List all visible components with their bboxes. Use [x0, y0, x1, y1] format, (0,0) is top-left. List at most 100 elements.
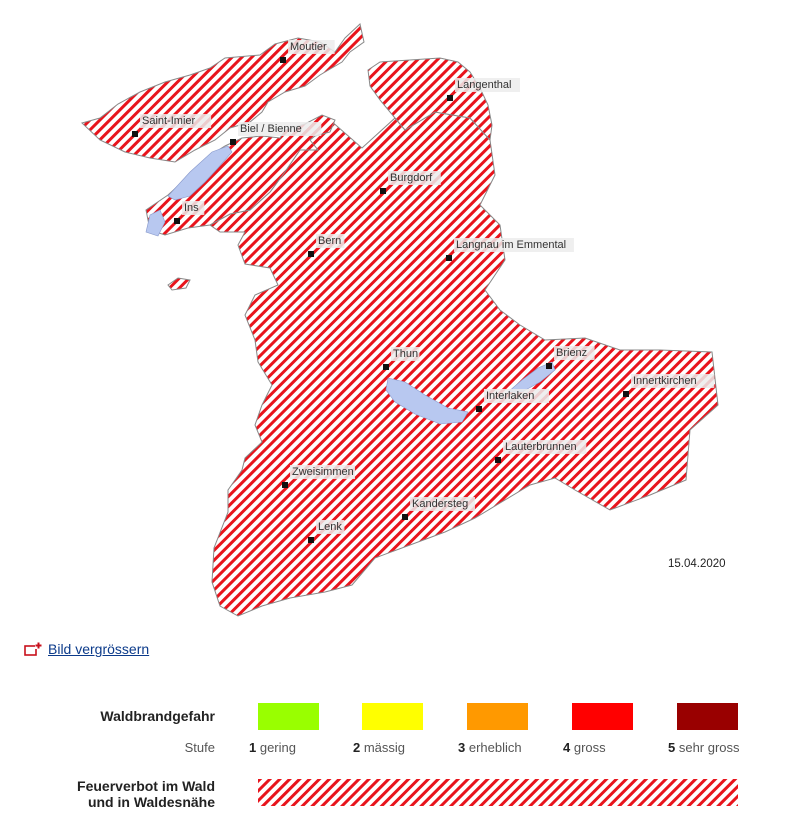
town-label-background: [554, 346, 595, 360]
legend-swatch-level-4: [572, 703, 633, 730]
town-label-background: [290, 465, 355, 479]
town-lenk: Lenk: [308, 520, 345, 543]
legend-ban-swatch: [258, 779, 738, 806]
town-moutier: Moutier: [280, 40, 335, 63]
legend-level-label: gering: [256, 740, 296, 755]
town-label: Ins: [184, 202, 199, 214]
legend-level-label: sehr gross: [675, 740, 740, 755]
town-marker: [446, 255, 452, 261]
town-label: Burgdorf: [390, 172, 433, 184]
canton-exclave: [167, 277, 191, 291]
town-marker: [546, 363, 552, 369]
town-label: Brienz: [556, 347, 587, 359]
legend-level-number: 5: [668, 740, 676, 755]
town-marker: [308, 537, 314, 543]
legend-level-label: erheblich: [465, 740, 522, 755]
town-kandersteg: Kandersteg: [402, 497, 475, 520]
town-label: Thun: [393, 348, 418, 360]
town-ins: Ins: [174, 201, 205, 224]
canton-region-main: [209, 111, 719, 617]
enlarge-label[interactable]: Bild vergrössern: [48, 641, 150, 657]
town-label-background: [316, 520, 345, 534]
town-label: Zweisimmen: [292, 466, 354, 478]
town-label: Biel / Bienne: [240, 123, 302, 135]
lake-murten: [145, 209, 166, 237]
legend-level-1: 1 gering: [249, 740, 296, 755]
town-marker: [402, 514, 408, 520]
town-marker: [495, 457, 501, 463]
town-label: Kandersteg: [412, 498, 468, 510]
lake-thun: [385, 377, 469, 425]
town-label: Lenk: [318, 521, 342, 533]
town-marker: [623, 391, 629, 397]
canton-map: Moutier Langenthal Saint-Imier Biel / Bienn…: [81, 23, 726, 617]
legend-level-number: 3: [458, 740, 466, 755]
legend-level-3: 3 erheblich: [458, 740, 522, 755]
town-marker: [383, 364, 389, 370]
legend-level-number: 2: [353, 740, 361, 755]
town-label-background: [410, 497, 475, 511]
town-label-background: [140, 114, 212, 128]
town-marker: [282, 482, 288, 488]
town-marker: [380, 188, 386, 194]
town-label-background: [484, 389, 549, 403]
legend-level-number: 1: [249, 740, 257, 755]
legend-stufe-label: Stufe: [184, 740, 215, 755]
town-marker: [308, 251, 314, 257]
town-label-background: [455, 78, 520, 92]
town-marker: [230, 139, 236, 145]
legend-level-2: 2 mässig: [353, 740, 405, 755]
town-langenthal: Langenthal: [447, 78, 520, 101]
legend-level-label: gross: [570, 740, 606, 755]
town-label-background: [388, 171, 441, 185]
legend-level-number: 4: [563, 740, 571, 755]
town-marker: [174, 218, 180, 224]
legend-danger-title: Waldbrandgefahr: [100, 708, 215, 724]
town-zweisimmen: Zweisimmen: [282, 465, 355, 488]
town-label: Lauterbrunnen: [505, 441, 577, 453]
town-label: Moutier: [290, 41, 327, 53]
lake-biel: [167, 145, 233, 201]
town-langnau: Langnau im Emmental: [446, 238, 574, 261]
enlarge-icon: [24, 642, 42, 656]
town-marker: [280, 57, 286, 63]
town-label-background: [454, 238, 574, 252]
town-thun: Thun: [383, 347, 420, 370]
town-label: Bern: [318, 235, 341, 247]
legend-ban-title: Feuerverbot im Wald und in Waldesnähe: [77, 778, 215, 810]
legend-swatch-level-3: [467, 703, 528, 730]
town-label-background: [631, 374, 715, 388]
town-label-background: [503, 440, 587, 454]
map-date: 15.04.2020: [668, 558, 726, 570]
town-saint-imier: Saint-Imier: [132, 114, 212, 137]
town-label-background: [182, 201, 205, 215]
legend-level-label: mässig: [360, 740, 406, 755]
legend-level-5: 5 sehr gross: [668, 740, 740, 755]
town-marker: [447, 95, 453, 101]
legend-level-4: 4 gross: [563, 740, 606, 755]
town-label: Saint-Imier: [142, 115, 196, 127]
legend-swatch-level-5: [677, 703, 738, 730]
legend-swatch-level-1: [258, 703, 319, 730]
town-innertkirchen: Innertkirchen: [623, 374, 715, 397]
town-label: Langenthal: [457, 79, 511, 91]
town-label-background: [391, 347, 420, 361]
town-label: Interlaken: [486, 390, 534, 402]
legend-swatch-level-2: [362, 703, 423, 730]
legend-ban-title-line1: Feuerverbot im Wald: [77, 778, 215, 794]
town-label: Innertkirchen: [633, 375, 697, 387]
town-marker: [476, 406, 482, 412]
town-marker: [132, 131, 138, 137]
legend-ban-title-line2: und in Waldesnähe: [87, 794, 215, 810]
town-lauterbrunnen: Lauterbrunnen: [495, 440, 587, 463]
town-interlaken: Interlaken: [476, 389, 549, 412]
town-label-background: [238, 122, 322, 136]
town-biel: Biel / Bienne: [230, 122, 322, 145]
town-label: Langnau im Emmental: [456, 239, 566, 251]
town-burgdorf: Burgdorf: [380, 171, 441, 194]
town-bern: Bern: [308, 234, 345, 257]
town-label-background: [288, 40, 335, 54]
town-label-background: [316, 234, 345, 248]
enlarge-image-link[interactable]: Bild vergrössern: [24, 641, 149, 657]
town-brienz: Brienz: [546, 346, 595, 369]
